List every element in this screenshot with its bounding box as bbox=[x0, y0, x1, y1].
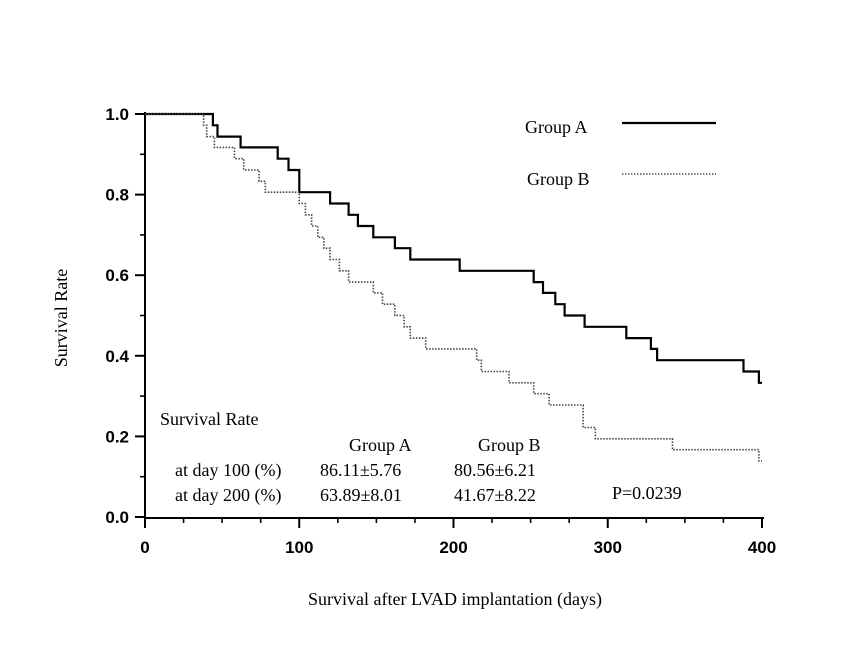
y-tick-label: 0.2 bbox=[105, 427, 129, 446]
y-axis-title: Survival Rate bbox=[51, 269, 71, 367]
y-tick-label: 0.4 bbox=[105, 347, 129, 366]
y-tick-label: 0.6 bbox=[105, 266, 129, 285]
x-tick-label: 400 bbox=[748, 538, 776, 557]
table-header-group-a: Group A bbox=[349, 435, 412, 455]
table-cell-day100-group-a: 86.11±5.76 bbox=[320, 460, 401, 480]
y-tick-label: 0.0 bbox=[105, 508, 129, 527]
series-line-group-a bbox=[145, 112, 762, 384]
y-tick-label: 1.0 bbox=[105, 105, 129, 124]
table-row-label-day200: at day 200 (%) bbox=[175, 485, 281, 506]
table-cell-day200-group-a: 63.89±8.01 bbox=[320, 485, 402, 505]
series-layer bbox=[145, 112, 762, 462]
legend-label-group-b: Group B bbox=[527, 169, 590, 189]
y-tick-label: 0.8 bbox=[105, 186, 129, 205]
table-row-label-day100: at day 100 (%) bbox=[175, 460, 281, 481]
survival-table: Survival Rate Group A Group B at day 100… bbox=[160, 409, 682, 506]
x-ticks: 0 100 200 300 400 bbox=[140, 518, 776, 557]
x-tick-label: 0 bbox=[140, 538, 149, 557]
p-value: P=0.0239 bbox=[612, 483, 682, 503]
legend-label-group-a: Group A bbox=[525, 117, 588, 137]
table-title: Survival Rate bbox=[160, 409, 258, 429]
x-tick-label: 100 bbox=[285, 538, 313, 557]
axes: 0 100 200 300 400 0.0 0.2 0.4 0.6 0.8 1.0 bbox=[105, 105, 776, 557]
table-cell-day200-group-b: 41.67±8.22 bbox=[454, 485, 536, 505]
table-header-group-b: Group B bbox=[478, 435, 541, 455]
table-cell-day100-group-b: 80.56±6.21 bbox=[454, 460, 536, 480]
legend: Group A Group B bbox=[525, 117, 716, 189]
y-ticks: 0.0 0.2 0.4 0.6 0.8 1.0 bbox=[105, 105, 145, 527]
x-tick-label: 300 bbox=[594, 538, 622, 557]
x-tick-label: 200 bbox=[439, 538, 467, 557]
x-axis-title: Survival after LVAD implantation (days) bbox=[308, 589, 602, 610]
series-line-group-b bbox=[145, 113, 762, 462]
